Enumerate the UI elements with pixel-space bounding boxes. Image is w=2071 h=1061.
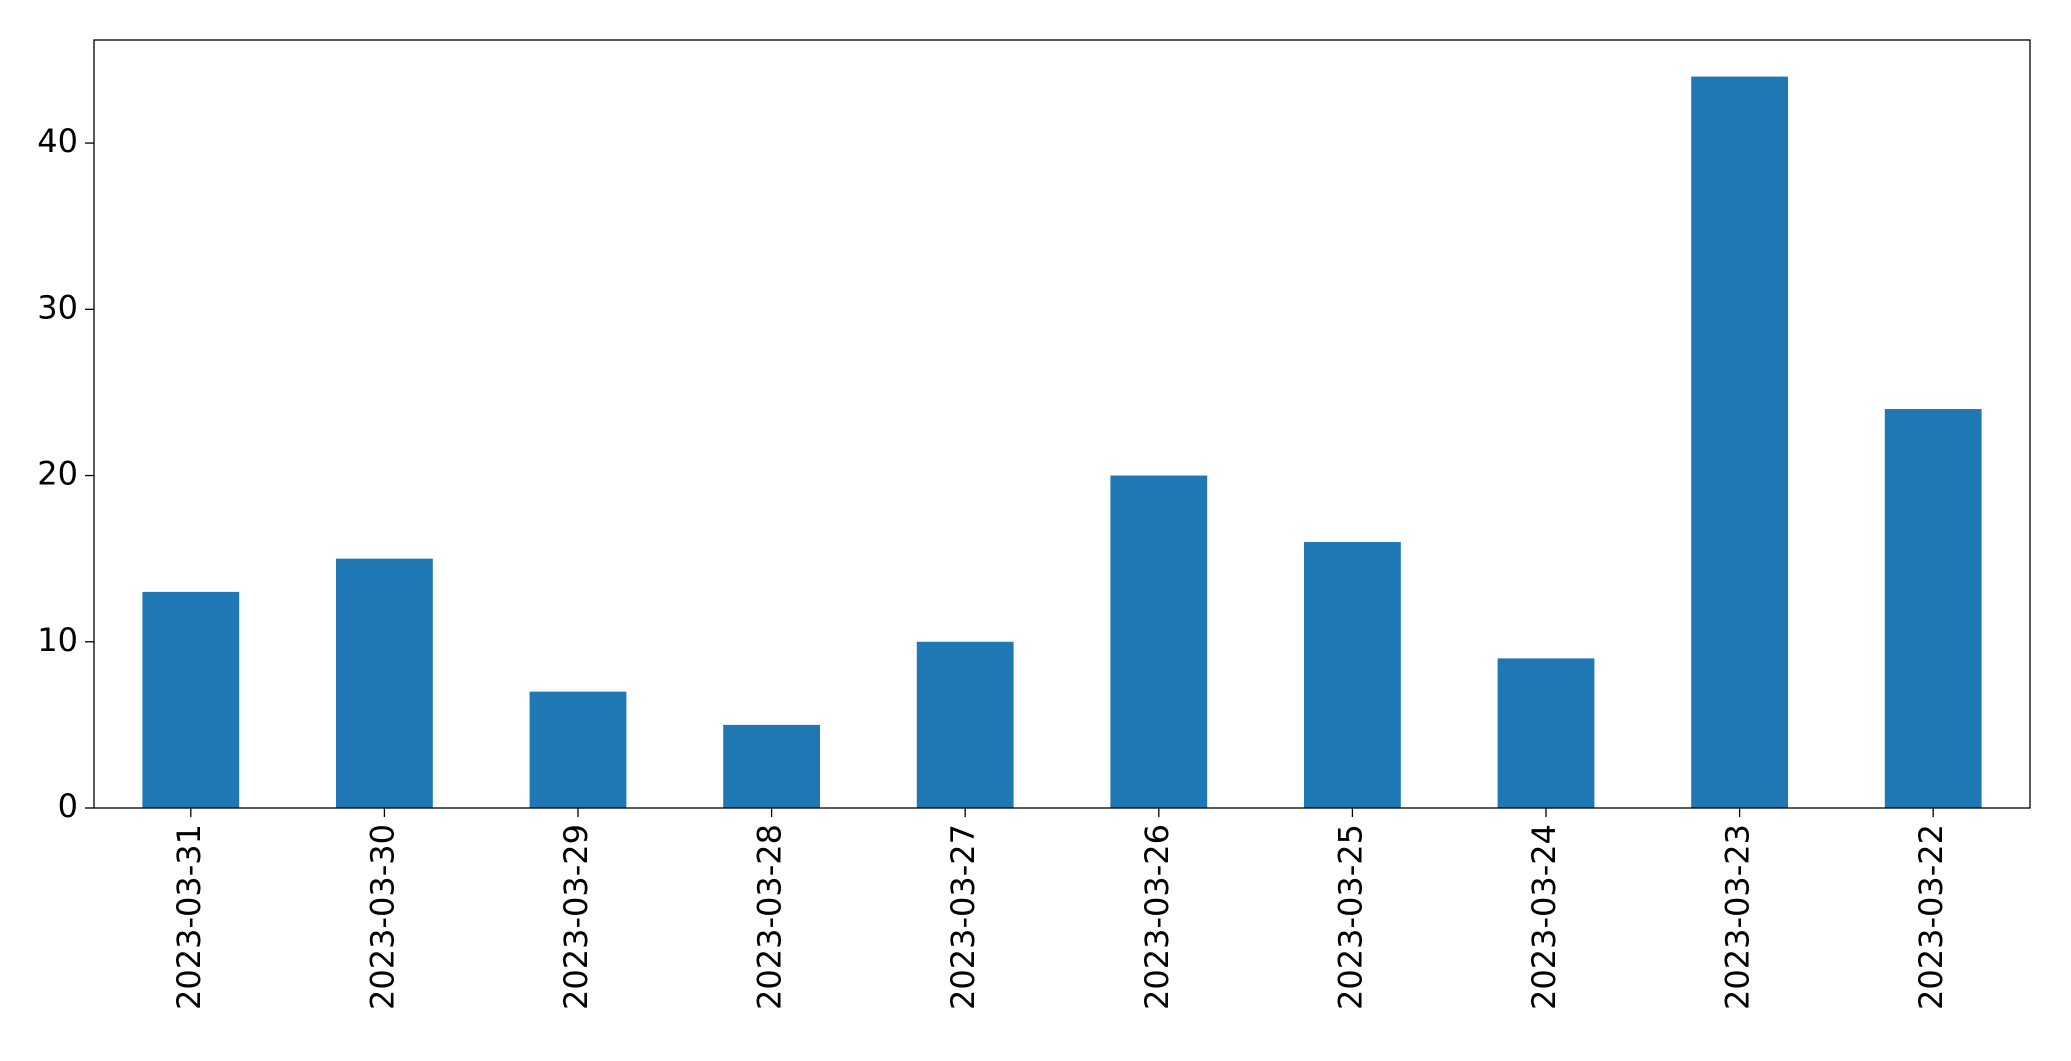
y-tick-label: 40 [37, 122, 78, 160]
x-tick-label: 2023-03-24 [1525, 824, 1563, 1010]
bar [1497, 658, 1595, 808]
y-tick-label: 20 [37, 455, 78, 493]
x-tick-label: 2023-03-30 [363, 824, 401, 1010]
y-tick-label: 30 [37, 288, 78, 326]
x-tick-label: 2023-03-26 [1138, 824, 1176, 1010]
bar [142, 591, 240, 808]
bar [1884, 409, 1982, 808]
bar [1304, 542, 1401, 808]
bar [336, 558, 433, 808]
bar [1110, 475, 1208, 808]
x-tick-label: 2023-03-23 [1719, 824, 1757, 1010]
bar [916, 641, 1014, 808]
x-tick-label: 2023-03-29 [557, 824, 595, 1010]
x-tick-label: 2023-03-28 [751, 824, 789, 1010]
x-tick-label: 2023-03-22 [1912, 824, 1950, 1010]
x-tick-label: 2023-03-25 [1331, 824, 1369, 1010]
y-tick-label: 10 [37, 621, 78, 659]
plot-frame [93, 39, 2031, 809]
bar [529, 691, 627, 808]
x-tick-label: 2023-03-27 [944, 824, 982, 1010]
bar [1691, 76, 1788, 809]
y-tick-label: 0 [58, 787, 78, 825]
x-tick-label: 2023-03-31 [170, 824, 208, 1010]
bar [723, 724, 820, 808]
